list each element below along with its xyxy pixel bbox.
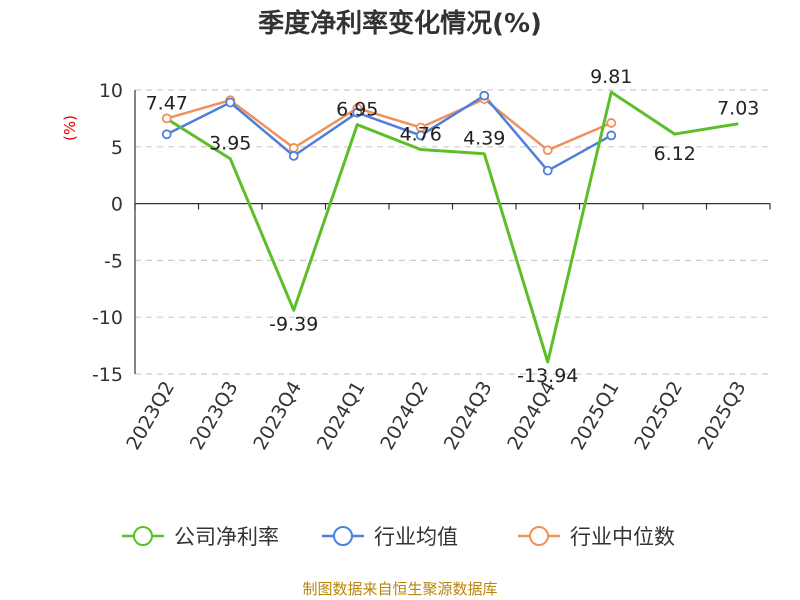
x-tick-label: 2024Q4 — [503, 378, 560, 454]
y-tick-label: -15 — [92, 364, 123, 386]
x-tick-label: 2023Q4 — [249, 378, 306, 454]
data-label: 3.95 — [209, 133, 251, 155]
data-label: 9.81 — [590, 66, 632, 88]
legend-label: 行业均值 — [374, 525, 458, 549]
x-tick-label: 2023Q2 — [122, 378, 179, 454]
data-label: 6.12 — [654, 143, 696, 165]
data-point — [161, 129, 172, 140]
data-point — [161, 113, 172, 124]
x-tick-label: 2024Q2 — [376, 378, 433, 454]
data-label: 7.03 — [717, 98, 759, 120]
data-point — [352, 107, 363, 118]
x-tick-label: 2025Q2 — [630, 378, 687, 454]
legend: 公司净利率 行业均值 行业中位数 — [122, 525, 675, 549]
series-line — [166, 97, 612, 152]
data-point — [288, 150, 299, 161]
data-point — [225, 97, 236, 108]
legend-marker — [333, 526, 353, 546]
legend-label: 公司净利率 — [174, 525, 279, 549]
data-point — [542, 145, 553, 156]
x-tick-label: 2025Q1 — [567, 378, 624, 454]
legend-marker — [529, 526, 549, 546]
data-label: 7.47 — [146, 93, 188, 115]
x-tick-label: 2024Q1 — [313, 378, 370, 454]
data-label: 4.39 — [463, 128, 505, 150]
data-point — [606, 130, 617, 141]
data-point — [479, 90, 490, 101]
series-line — [165, 90, 739, 364]
x-tick-label: 2024Q3 — [440, 378, 497, 454]
series-lines — [165, 90, 739, 364]
data-point — [542, 165, 553, 176]
y-tick-label: 10 — [99, 80, 123, 102]
legend-item: 公司净利率 — [122, 525, 279, 549]
grid-lines — [135, 89, 770, 375]
y-tick-label: 5 — [111, 137, 123, 159]
data-labels: 7.47 3.95 -9.39 6.95 4.76 4.39 -13.94 9.81 6.12 7… — [146, 66, 760, 387]
series-line — [166, 94, 612, 172]
legend-item: 行业均值 — [322, 525, 458, 549]
y-tick-label: -10 — [92, 307, 123, 329]
data-label: 6.95 — [336, 99, 378, 121]
data-label: -13.94 — [517, 365, 578, 387]
y-tick-label: 0 — [111, 194, 123, 216]
y-axis-label: (%) — [61, 115, 79, 141]
data-label: 4.76 — [400, 124, 442, 146]
series-points — [161, 90, 617, 176]
data-label: -9.39 — [269, 313, 318, 335]
data-point — [415, 130, 426, 141]
legend-label: 行业中位数 — [570, 525, 675, 549]
y-tick-label: -5 — [104, 250, 123, 272]
x-tick-label: 2023Q3 — [186, 378, 243, 454]
x-tick-label: 2025Q3 — [694, 378, 751, 454]
data-point — [606, 118, 617, 128]
legend-item: 行业中位数 — [518, 525, 675, 549]
chart-title: 季度净利率变化情况(%) — [258, 8, 542, 39]
legend-marker — [133, 526, 153, 546]
data-point — [288, 143, 299, 153]
source-note: 制图数据来自恒生聚源数据库 — [302, 580, 497, 598]
